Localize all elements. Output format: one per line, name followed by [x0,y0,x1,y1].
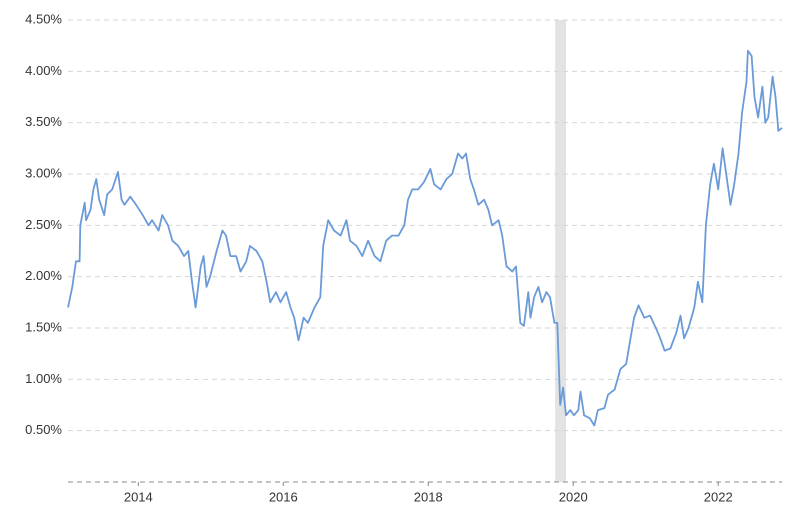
x-tick-label: 2014 [124,489,153,504]
y-tick-label: 0.50% [25,422,62,437]
y-tick-label: 2.00% [25,268,62,283]
y-tick-label: 1.00% [25,371,62,386]
recession-shade [555,20,566,482]
y-tick-label: 1.50% [25,319,62,334]
y-tick-label: 4.50% [25,11,62,26]
data-line [67,49,783,427]
x-tick-label: 2016 [269,489,298,504]
x-tick-label: 2022 [704,489,733,504]
x-tick-label: 2020 [559,489,588,504]
y-tick-label: 3.50% [25,114,62,129]
x-tick-label: 2018 [414,489,443,504]
y-tick-label: 2.50% [25,217,62,232]
y-tick-label: 4.00% [25,63,62,78]
y-tick-label: 3.00% [25,165,62,180]
